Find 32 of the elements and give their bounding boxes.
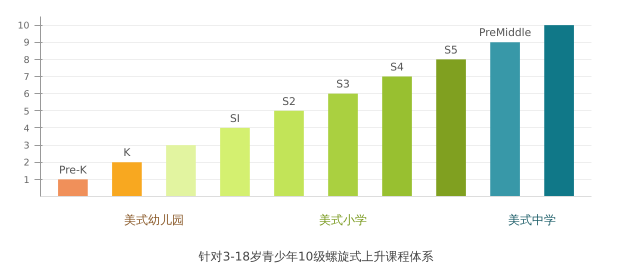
bar: [274, 110, 304, 196]
bar: [544, 25, 574, 196]
x-tick-label: SI: [230, 112, 240, 125]
text: 美式幼儿园: [124, 213, 184, 228]
y-tick-label: 6: [24, 89, 30, 100]
y-tick-label: 1: [24, 174, 30, 186]
y-tick-label: 2: [24, 158, 30, 169]
x-tick-label: S4: [390, 60, 404, 74]
y-tick-label: 3: [24, 140, 30, 152]
bar: [166, 145, 196, 196]
y-tick-label: 5: [24, 106, 30, 118]
bar: [220, 128, 250, 196]
y-tick-label: 10: [18, 20, 30, 32]
text: 美式小学: [319, 213, 368, 228]
x-tick-label: S5: [444, 43, 458, 56]
bar: [58, 179, 88, 196]
x-tick-label: PreMiddle: [479, 26, 532, 40]
y-tick-label: 4: [24, 123, 30, 134]
y-tick-label: 8: [24, 54, 30, 66]
bar: [382, 76, 412, 196]
y-tick-label: 7: [24, 72, 30, 83]
y-tick-label: 9: [24, 38, 30, 49]
x-tick-label: Pre-K: [59, 163, 88, 176]
text: 针对3-18岁青少年10级螺旋式上升课程体系: [198, 250, 434, 264]
bar: [436, 59, 466, 196]
bar: [490, 42, 520, 196]
bar: [112, 162, 142, 196]
x-tick-label: K: [123, 146, 132, 160]
bar: [328, 94, 358, 196]
x-tick-label: S2: [282, 94, 296, 108]
text: 美式中学: [508, 213, 556, 228]
x-tick-label: S3: [336, 78, 350, 91]
